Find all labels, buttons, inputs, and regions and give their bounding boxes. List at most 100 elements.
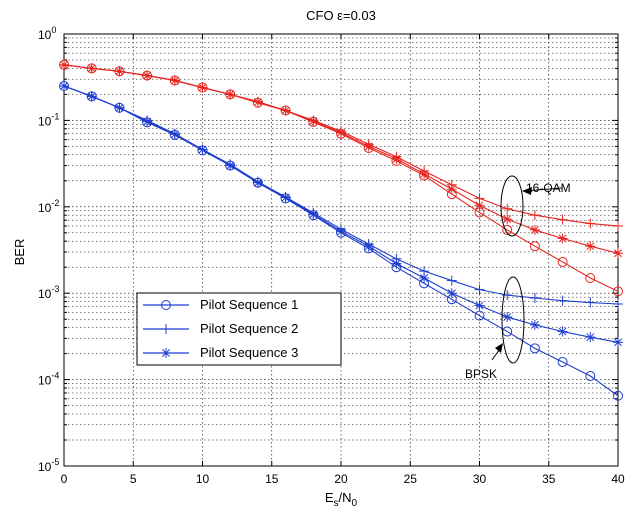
y-tick-label-exponent: -2	[51, 198, 59, 208]
data-point-qam16-star	[446, 184, 457, 195]
data-point-bpsk-circle	[557, 356, 568, 367]
data-point-qam16-star	[59, 59, 69, 70]
data-point-qam16-star-d2	[364, 142, 373, 151]
data-point-qam16-plus	[529, 210, 540, 221]
data-point-bpsk-star-d2	[87, 92, 96, 101]
y-axis-label: BER	[12, 239, 27, 266]
y-tick-label: 10-5	[38, 457, 59, 474]
data-point-bpsk-circle	[529, 343, 540, 354]
data-point-bpsk-star	[225, 160, 236, 171]
data-point-bpsk-plus	[585, 297, 596, 308]
data-point-qam16-circle	[502, 224, 513, 235]
legend-marker-plus	[161, 324, 171, 334]
data-point-qam16-star	[197, 82, 208, 93]
data-point-bpsk-plus	[529, 292, 540, 303]
data-point-bpsk-star	[197, 144, 208, 155]
y-tick-label: 10-4	[38, 371, 59, 388]
data-point-qam16-star-d2	[60, 60, 68, 69]
data-point-bpsk-star-d2	[115, 103, 124, 112]
y-tick-label-exponent: -3	[51, 284, 59, 294]
y-tick-label: 100	[38, 25, 56, 42]
legend-entry-pilot-3: Pilot Sequence 3	[143, 345, 298, 360]
data-point-bpsk-star	[529, 319, 540, 330]
data-point-bpsk-plus	[446, 275, 457, 286]
data-point-bpsk-star-d2	[281, 193, 290, 202]
data-point-bpsk-star	[502, 312, 513, 323]
x-tick-label: 0	[61, 472, 68, 486]
x-axis-label: Es/N0	[325, 490, 358, 509]
x-tick-label: 10	[196, 472, 210, 486]
data-point-bpsk-star-d2	[60, 82, 68, 90]
y-tick-label-base: 10	[38, 28, 52, 42]
data-point-qam16-star	[557, 233, 568, 244]
data-point-qam16-star-d2	[337, 128, 345, 137]
data-point-bpsk-plus	[474, 284, 485, 295]
data-point-qam16-star-d2	[503, 215, 512, 224]
data-point-bpsk-star-d2	[226, 161, 235, 170]
data-point-bpsk-star-d2	[614, 338, 622, 347]
legend-entry-pilot-1: Pilot Sequence 1	[143, 297, 298, 312]
data-point-bpsk-star-d2	[447, 289, 456, 298]
data-point-qam16-star	[474, 200, 485, 211]
y-tick-label-exponent: -4	[51, 371, 59, 381]
data-point-bpsk-star	[419, 272, 430, 283]
data-point-bpsk-star	[252, 177, 263, 188]
data-point-qam16-star-d2	[586, 242, 595, 251]
data-point-qam16-star	[86, 63, 97, 74]
data-point-bpsk-star	[557, 326, 568, 337]
data-point-qam16-circle	[613, 286, 623, 297]
data-point-bpsk-star	[363, 241, 374, 252]
data-point-qam16-star	[280, 105, 291, 116]
data-point-qam16-star	[502, 214, 513, 225]
y-tick-label-base: 10	[38, 287, 52, 301]
data-point-bpsk-star	[280, 192, 291, 203]
annotation-bpsk: BPSK	[465, 276, 525, 381]
data-point-qam16-star-d2	[115, 67, 124, 76]
y-tick-label: 10-3	[38, 284, 59, 301]
data-point-qam16-star	[252, 97, 263, 108]
data-point-qam16-star-d2	[614, 249, 622, 258]
data-point-bpsk-star-d2	[558, 327, 567, 336]
legend-marker-shape	[161, 324, 171, 334]
data-point-qam16-star	[169, 75, 180, 86]
data-point-bpsk-circle	[613, 390, 623, 401]
data-point-qam16-star	[114, 66, 125, 77]
legend-marker-shape	[161, 300, 171, 310]
data-point-qam16-star-d2	[198, 83, 207, 92]
x-tick-label: 15	[265, 472, 279, 486]
data-point-qam16-circle	[557, 256, 568, 267]
data-point-qam16-star-d2	[558, 234, 567, 243]
x-axis-label-e: E	[325, 490, 334, 505]
data-point-bpsk-star	[86, 91, 97, 102]
annotation-16qam: 16-QAM	[500, 175, 571, 237]
data-point-bpsk-star	[142, 116, 153, 127]
annotation-bpsk-label: BPSK	[465, 367, 497, 381]
data-point-bpsk-star	[446, 288, 457, 299]
chart-title: CFO ε=0.03	[306, 8, 376, 23]
data-point-qam16-circle	[585, 272, 596, 283]
data-point-qam16-star	[529, 224, 540, 235]
data-point-qam16-star	[336, 127, 346, 138]
data-point-qam16-plus	[613, 220, 623, 231]
data-point-bpsk-star-d2	[170, 130, 179, 139]
y-tick-label-exponent: -5	[51, 457, 59, 467]
annotation-16qam-arrowhead	[522, 187, 532, 195]
annotation-bpsk-arrowhead	[495, 343, 503, 353]
legend-label-pilot-1: Pilot Sequence 1	[200, 297, 298, 312]
data-point-qam16-star-d2	[475, 201, 484, 210]
legend-entry-pilot-2: Pilot Sequence 2	[143, 321, 298, 336]
data-point-qam16-star-d2	[447, 185, 456, 194]
data-point-qam16-star	[391, 153, 402, 164]
data-point-qam16-circle	[529, 241, 540, 252]
y-tick-label-exponent: -1	[51, 111, 59, 121]
data-point-qam16-star-d2	[87, 64, 96, 73]
series-markers	[59, 59, 623, 401]
data-point-bpsk-star-d2	[586, 333, 595, 342]
data-point-bpsk-star-d2	[337, 227, 345, 236]
legend-marker-circle	[161, 300, 171, 310]
data-point-qam16-star-d2	[281, 106, 290, 115]
annotation-16qam-label: 16-QAM	[526, 181, 571, 195]
